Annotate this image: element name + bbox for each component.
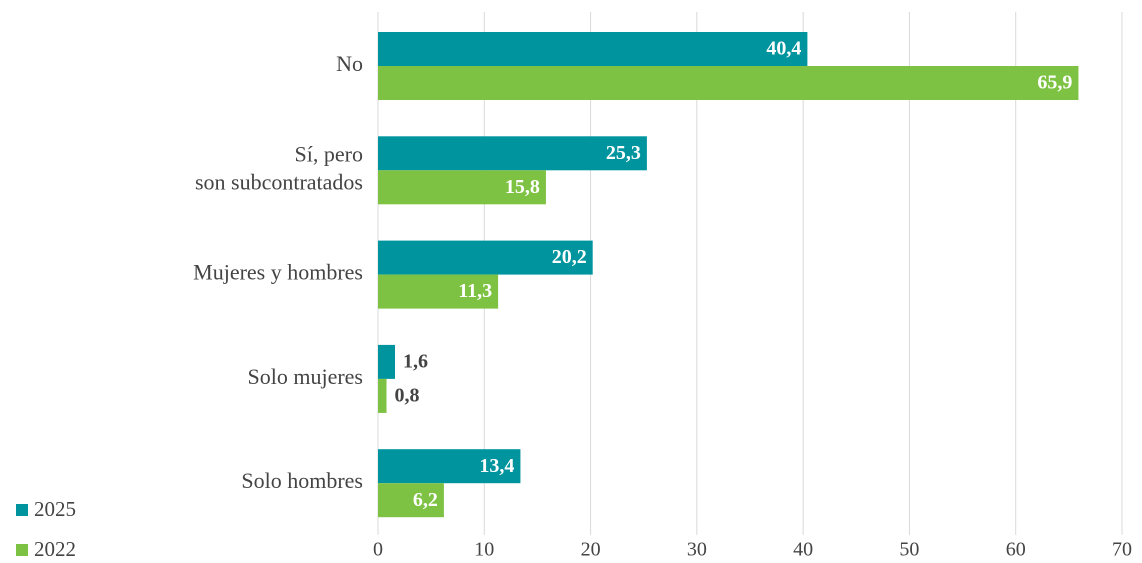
- bar: [378, 449, 521, 484]
- bar: [378, 170, 546, 205]
- legend-label: 2025: [34, 497, 76, 521]
- bar: [378, 136, 647, 171]
- x-tick-label: 70: [1112, 539, 1132, 561]
- value-label: 13,4: [479, 455, 514, 477]
- value-label: 25,3: [606, 142, 641, 164]
- x-tick-label: 60: [1006, 539, 1026, 561]
- value-label: 1,6: [403, 350, 428, 372]
- category-label: Solo mujeres: [248, 364, 364, 389]
- category-label: Sí, pero son subcontratados: [195, 141, 363, 194]
- x-tick-label: 10: [474, 539, 494, 561]
- legend-label: 2022: [34, 537, 76, 561]
- category-label: Solo hombres: [241, 468, 363, 493]
- bar: [378, 378, 387, 413]
- category-label: Mujeres y hombres: [193, 260, 363, 285]
- category-line: son subcontratados: [195, 169, 363, 194]
- bar: [378, 344, 396, 379]
- bar: [378, 66, 1079, 100]
- bar: [378, 240, 593, 275]
- bar: [378, 274, 499, 309]
- value-label: 6,2: [413, 489, 438, 511]
- x-tick-label: 30: [687, 539, 707, 561]
- x-tick-label: 20: [581, 539, 601, 561]
- x-tick-label: 50: [899, 539, 919, 561]
- legend-swatch: [16, 544, 28, 556]
- bar: [378, 483, 444, 518]
- category-line: Sí, pero: [295, 141, 363, 166]
- category-label: No: [336, 51, 363, 76]
- value-label: 11,3: [458, 280, 492, 302]
- value-label: 20,2: [552, 246, 587, 268]
- x-tick-label: 0: [373, 539, 383, 561]
- value-label: 15,8: [505, 176, 540, 198]
- value-label: 65,9: [1037, 72, 1072, 94]
- value-label: 40,4: [766, 38, 801, 60]
- legend-swatch: [16, 504, 28, 516]
- bar: [378, 32, 808, 66]
- x-tick-label: 40: [793, 539, 813, 561]
- value-label: 0,8: [395, 384, 420, 406]
